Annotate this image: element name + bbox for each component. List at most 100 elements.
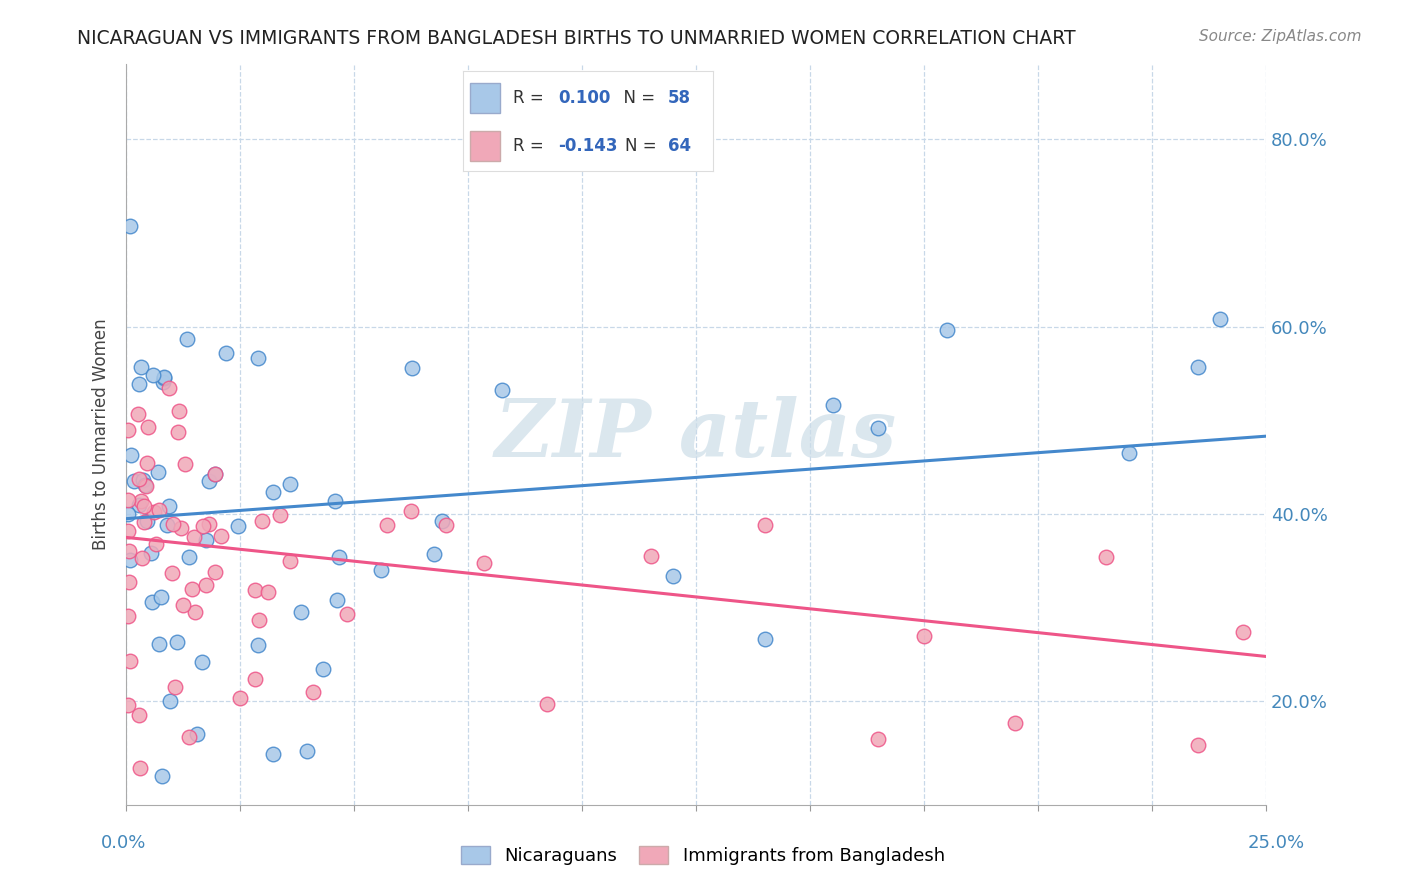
Point [250,514,273,528]
Point [172,598,194,612]
Point [328,549,350,564]
Point [1187,738,1209,752]
Point [935,323,957,337]
Point [135,479,157,493]
Point [226,518,249,533]
Point [195,533,218,547]
Point [176,332,198,346]
Point [247,613,270,627]
Point [311,662,333,676]
Point [117,423,139,437]
Point [153,369,176,384]
Point [135,515,157,529]
Point [129,360,152,375]
Point [136,420,159,434]
Point [423,547,446,561]
Point [868,421,890,435]
Point [142,505,165,519]
Point [430,514,453,528]
Point [209,529,232,543]
Point [177,549,200,564]
Y-axis label: Births to Unmarried Women: Births to Unmarried Women [93,318,110,550]
Point [1209,312,1232,326]
Point [323,494,346,508]
Point [118,654,141,668]
Point [148,636,170,650]
Point [180,582,202,597]
Point [150,769,173,783]
Point [157,381,180,395]
Point [117,698,139,712]
Point [127,407,149,421]
Point [1095,549,1118,564]
Point [183,530,205,544]
Point [118,575,141,590]
Point [131,551,153,566]
Point [262,747,284,761]
Point [912,629,935,643]
Point [262,485,284,500]
Point [160,566,183,580]
Point [128,377,150,392]
Point [132,516,155,530]
Point [134,499,156,513]
Point [278,554,301,568]
Point [375,517,398,532]
Point [434,517,457,532]
Point [472,556,495,570]
Point [134,478,156,492]
Point [640,549,662,564]
Point [162,517,184,532]
Point [152,375,174,389]
Point [662,568,685,582]
Point [295,744,318,758]
Text: 0.0%: 0.0% [101,834,146,852]
Text: 25.0%: 25.0% [1247,834,1305,852]
Point [167,425,190,439]
Point [128,708,150,723]
Point [245,583,267,598]
Point [198,475,221,489]
Point [215,346,238,360]
Point [1004,715,1026,730]
Point [269,508,291,522]
Point [370,563,392,577]
Point [401,360,423,375]
Point [302,685,325,699]
Point [120,552,142,566]
Point [1187,360,1209,375]
Point [243,673,266,687]
Point [194,578,217,592]
Text: NICARAGUAN VS IMMIGRANTS FROM BANGLADESH BIRTHS TO UNMARRIED WOMEN CORRELATION C: NICARAGUAN VS IMMIGRANTS FROM BANGLADESH… [77,29,1076,47]
Point [163,680,186,694]
Point [491,383,513,397]
Point [120,448,142,462]
Point [536,697,558,711]
Point [117,493,139,508]
Point [166,635,188,649]
Point [132,473,155,487]
Point [204,467,226,481]
Point [167,404,190,418]
Point [1118,446,1140,460]
Point [141,595,163,609]
Point [204,566,226,580]
Point [129,494,152,508]
Point [149,590,172,604]
Point [229,691,252,706]
Point [141,545,163,559]
Point [159,694,181,708]
Point [169,521,191,535]
Point [128,498,150,512]
Point [278,477,301,491]
Point [118,219,141,234]
Point [117,524,139,538]
Point [868,731,890,746]
Point [754,632,776,646]
Text: ZIP atlas: ZIP atlas [495,395,897,473]
Point [117,507,139,521]
Point [198,517,221,532]
Point [257,585,280,599]
Point [246,351,269,366]
Point [135,456,157,470]
